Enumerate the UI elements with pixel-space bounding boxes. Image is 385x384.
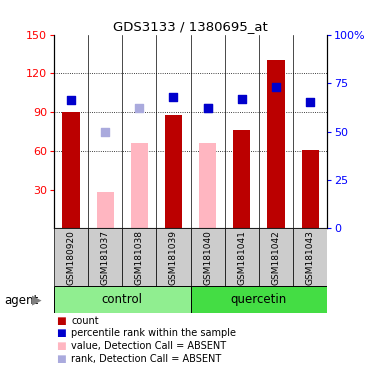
Text: GSM181037: GSM181037 (100, 230, 110, 285)
Point (68, 98, 74, 104)
Point (102, 128, 108, 135)
Bar (191, 228, 225, 286)
Text: rank, Detection Call = ABSENT: rank, Detection Call = ABSENT (71, 354, 221, 364)
Bar (259, 228, 293, 286)
Point (273, 84, 279, 90)
Bar (54, 286, 191, 313)
Bar (191, 286, 327, 313)
Point (239, 96, 245, 102)
Bar (122, 228, 156, 286)
Bar (225, 228, 259, 286)
Text: agent: agent (4, 294, 38, 307)
Bar (233, 130, 250, 228)
Bar (268, 60, 285, 228)
Text: percentile rank within the sample: percentile rank within the sample (71, 328, 236, 338)
Text: GSM181039: GSM181039 (169, 230, 178, 285)
Text: quercetin: quercetin (231, 293, 287, 306)
Point (171, 94, 177, 100)
Text: ■: ■ (56, 341, 65, 351)
Text: control: control (102, 293, 143, 306)
Text: GSM181040: GSM181040 (203, 230, 212, 285)
Text: value, Detection Call = ABSENT: value, Detection Call = ABSENT (71, 341, 226, 351)
Text: GSM181038: GSM181038 (135, 230, 144, 285)
Bar (156, 228, 191, 286)
Text: count: count (71, 316, 99, 326)
Bar (199, 143, 216, 228)
Text: GSM181041: GSM181041 (237, 230, 246, 285)
Text: ■: ■ (56, 354, 65, 364)
Bar (131, 143, 148, 228)
Text: ■: ■ (56, 328, 65, 338)
Bar (54, 228, 88, 286)
Text: GSM181042: GSM181042 (271, 230, 281, 285)
Text: ■: ■ (56, 316, 65, 326)
Bar (88, 228, 122, 286)
Bar (301, 150, 319, 228)
Text: GSM181043: GSM181043 (306, 230, 315, 285)
Text: ▶: ▶ (32, 294, 42, 307)
Title: GDS3133 / 1380695_at: GDS3133 / 1380695_at (113, 20, 268, 33)
Point (204, 105, 211, 111)
Bar (97, 192, 114, 228)
Bar (165, 115, 182, 228)
Bar (62, 112, 80, 228)
Point (307, 99, 313, 106)
Text: GSM180920: GSM180920 (67, 230, 75, 285)
Point (204, 105, 211, 111)
Point (136, 105, 142, 111)
Bar (293, 228, 327, 286)
